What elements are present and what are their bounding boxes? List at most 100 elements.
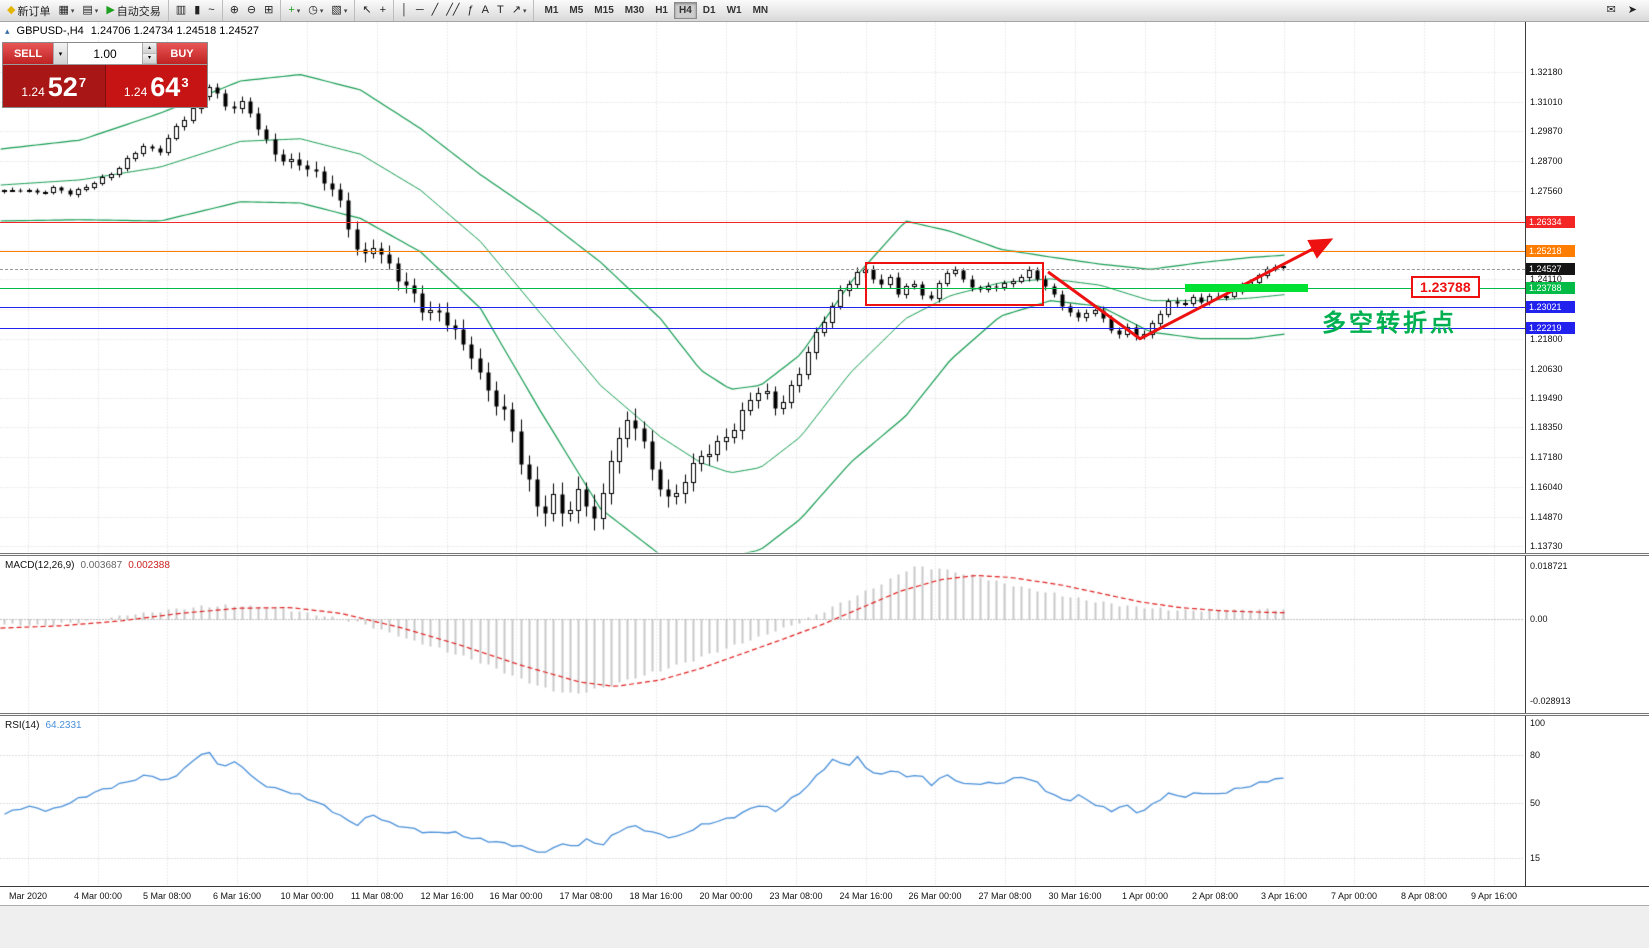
range-box-annotation[interactable] bbox=[865, 262, 1044, 306]
chat-button[interactable]: ✉ bbox=[1603, 1, 1620, 20]
crosshair-icon: + bbox=[379, 4, 386, 16]
crosshair-button[interactable]: + bbox=[376, 1, 390, 20]
timeframe-h4-button[interactable]: H4 bbox=[674, 2, 697, 19]
horizontal-line-button[interactable]: ─ bbox=[412, 1, 428, 20]
tile-windows-button[interactable]: ⊞ bbox=[260, 1, 277, 20]
timeframe-h1-button[interactable]: H1 bbox=[650, 2, 673, 19]
vertical-line-button[interactable]: │ bbox=[397, 1, 412, 20]
time-axis-label: 16 Mar 00:00 bbox=[489, 891, 543, 901]
price-scale-column[interactable] bbox=[1526, 21, 1649, 886]
horizontal-line-icon: ─ bbox=[415, 4, 424, 16]
timeframe-toolbar: M1 M5 M15 M30 H1 H4 D1 W1 MN bbox=[534, 2, 778, 19]
trendline-button[interactable]: ╱ bbox=[428, 1, 443, 20]
time-axis-label: 11 Mar 08:00 bbox=[350, 891, 404, 901]
cursor-icon: ↖ bbox=[362, 4, 372, 16]
sell-price-sup: 7 bbox=[78, 75, 87, 90]
file-group: ◆ 新订单 ▦ ▾ ▤ ▾ ▶ 自动交易 bbox=[0, 0, 169, 21]
timeframe-m5-button[interactable]: M5 bbox=[564, 2, 588, 19]
rsi-label: RSI(14) 64.2331 bbox=[5, 720, 82, 731]
candlestick-chart-type-icon: ▮ bbox=[194, 4, 201, 16]
chat-icon: ✉ bbox=[1606, 4, 1616, 16]
horizontal-line-1.26334[interactable] bbox=[0, 222, 1525, 223]
label-button[interactable]: T bbox=[493, 1, 508, 20]
macd-main-value: 0.003687 bbox=[80, 560, 123, 571]
timeframe-m1-button[interactable]: M1 bbox=[539, 2, 563, 19]
cursor-button[interactable]: ↖ bbox=[358, 1, 375, 20]
buy-price[interactable]: 1.24 64 3 bbox=[105, 65, 207, 107]
time-axis-label: 5 Mar 08:00 bbox=[142, 891, 192, 901]
symbol-chart-icon: ▴ bbox=[5, 25, 10, 36]
volume-input[interactable] bbox=[68, 43, 142, 64]
time-axis-label: 23 Mar 08:00 bbox=[769, 891, 823, 901]
ohlc-values: 1.24706 1.24734 1.24518 1.24527 bbox=[90, 25, 259, 37]
bar-chart-type-button[interactable]: ▥ bbox=[172, 1, 190, 20]
macd-label: MACD(12,26,9) 0.003687 0.002388 bbox=[5, 560, 170, 571]
time-axis-label: 6 Mar 16:00 bbox=[212, 891, 262, 901]
time-axis-label: 30 Mar 16:00 bbox=[1048, 891, 1102, 901]
new-order-button[interactable]: ◆ 新订单 bbox=[3, 1, 54, 20]
chevron-down-icon: ▾ bbox=[343, 7, 348, 15]
zoom-in-icon: ⊕ bbox=[229, 4, 239, 16]
channel-icon: ╱╱ bbox=[446, 4, 460, 16]
chevron-down-icon: ▾ bbox=[94, 7, 99, 15]
timeframe-d1-button[interactable]: D1 bbox=[698, 2, 721, 19]
chevron-down-icon: ▾ bbox=[319, 7, 324, 15]
chevron-down-icon: ▾ bbox=[58, 50, 63, 58]
time-scale[interactable]: Mar 2020 4 Mar 00:00 5 Mar 08:00 6 Mar 16:0… bbox=[0, 886, 1649, 906]
timeframe-m15-button[interactable]: M15 bbox=[589, 2, 618, 19]
price-flag-label[interactable]: 1.23788 bbox=[1411, 276, 1480, 298]
volume-dropdown-button[interactable]: ▾ bbox=[53, 43, 68, 64]
pointer-icon: ➤ bbox=[1627, 4, 1637, 16]
profiles-button[interactable]: ▤ ▾ bbox=[78, 1, 102, 20]
panel-divider-rsi[interactable] bbox=[0, 713, 1649, 716]
buy-button[interactable]: BUY bbox=[157, 43, 207, 64]
horizontal-line-1.25218[interactable] bbox=[0, 251, 1525, 252]
charts-dropdown-button[interactable]: ▦ ▾ bbox=[54, 1, 78, 20]
sell-price-big: 52 bbox=[47, 72, 78, 102]
auto-trading-button[interactable]: ▶ 自动交易 bbox=[102, 1, 164, 20]
candlestick-chart-type-button[interactable]: ▮ bbox=[190, 1, 204, 20]
pointer-button[interactable]: ➤ bbox=[1624, 1, 1641, 20]
time-axis-label: 7 Apr 00:00 bbox=[1330, 891, 1378, 901]
one-click-trading-panel: SELL ▾ ▴ ▾ BUY 1.24 52 7 1.24 64 3 bbox=[2, 42, 208, 108]
panel-divider-macd[interactable] bbox=[0, 553, 1649, 556]
chevron-down-icon: ▾ bbox=[522, 7, 527, 15]
text-button[interactable]: A bbox=[478, 1, 493, 20]
toolbar-right-icons: ✉ ➤ bbox=[1603, 1, 1649, 20]
note-text[interactable]: 多空转折点 bbox=[1322, 310, 1457, 337]
volume-stepper: ▴ ▾ bbox=[142, 43, 157, 64]
rsi-title-text: RSI(14) bbox=[5, 720, 40, 731]
insert-group: + ▾ ◷ ▾ ▧ ▾ bbox=[281, 0, 356, 21]
fibonacci-button[interactable]: ƒ bbox=[464, 1, 478, 20]
line-chart-type-icon: ~ bbox=[208, 4, 215, 16]
toolbar-left-groups: ◆ 新订单 ▦ ▾ ▤ ▾ ▶ 自动交易 ▥ ▮ ~ ⊕ ⊖ ⊞ + ▾ ◷ ▾ ▧ ▾ ↖ + │ ─ ╱ ╱╱ ƒ A T ↗ ▾ bbox=[0, 0, 535, 21]
timeframe-m30-button[interactable]: M30 bbox=[620, 2, 649, 19]
horizontal-line-1.23788[interactable] bbox=[0, 288, 1525, 289]
horizontal-line-1.23021[interactable] bbox=[0, 307, 1525, 308]
timeframe-w1-button[interactable]: W1 bbox=[722, 2, 747, 19]
volume-increase-button[interactable]: ▴ bbox=[143, 43, 156, 54]
line-chart-type-button[interactable]: ~ bbox=[204, 1, 218, 20]
oct-quotes-row: 1.24 52 7 1.24 64 3 bbox=[3, 65, 207, 107]
horizontal-line-1.22219[interactable] bbox=[0, 328, 1525, 329]
zoom-in-button[interactable]: ⊕ bbox=[226, 1, 243, 20]
indicators-button[interactable]: + ▾ bbox=[284, 1, 304, 20]
templates-button[interactable]: ▧ ▾ bbox=[327, 1, 351, 20]
highlight-bar-annotation[interactable] bbox=[1185, 284, 1308, 292]
timeframe-mn-button[interactable]: MN bbox=[748, 2, 774, 19]
chart-header: ▴ GBPUSD-,H4 1.24706 1.24734 1.24518 1.2… bbox=[5, 25, 259, 37]
sell-button[interactable]: SELL bbox=[3, 43, 53, 64]
label-icon: T bbox=[497, 4, 504, 16]
indicators-icon: + bbox=[288, 4, 295, 16]
sell-price[interactable]: 1.24 52 7 bbox=[3, 65, 106, 107]
shapes-dropdown-button[interactable]: ↗ ▾ bbox=[508, 1, 531, 20]
sell-price-prefix: 1.24 bbox=[21, 85, 45, 99]
volume-decrease-button[interactable]: ▾ bbox=[143, 53, 156, 64]
zoom-out-button[interactable]: ⊖ bbox=[243, 1, 260, 20]
periods-button[interactable]: ◷ ▾ bbox=[304, 1, 327, 20]
zoom-group: ⊕ ⊖ ⊞ bbox=[223, 0, 282, 21]
time-axis-label: 18 Mar 16:00 bbox=[629, 891, 683, 901]
channel-button[interactable]: ╱╱ bbox=[442, 1, 463, 20]
time-axis-label: Mar 2020 bbox=[8, 891, 48, 901]
